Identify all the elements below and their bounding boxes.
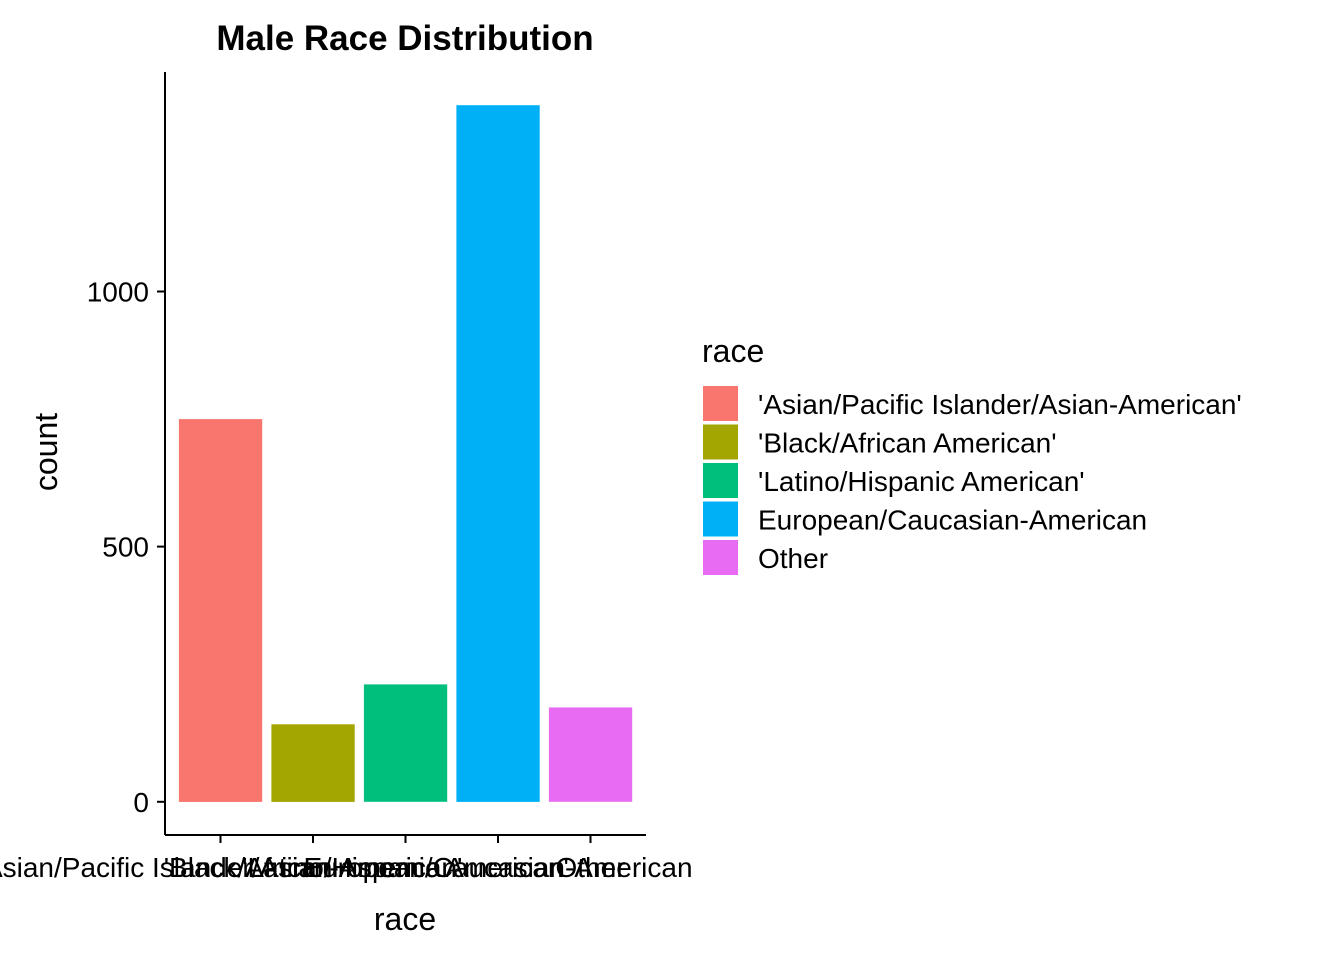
- bar-2: [363, 684, 448, 802]
- legend-swatch-1: [703, 424, 738, 460]
- plot-area: [178, 105, 633, 802]
- legend: race 'Asian/Pacific Islander/Asian-Ameri…: [702, 333, 1242, 575]
- x-tick-label-0: 'Asian/Pacific Islander/Asian-American': [0, 852, 462, 883]
- y-tick-label-0: 0: [133, 787, 149, 818]
- x-tick-label-1: 'Black/African American': [164, 852, 463, 883]
- legend-label-2: 'Latino/Hispanic American': [758, 466, 1085, 497]
- bar-4: [548, 707, 633, 802]
- legend-label-4: Other: [758, 543, 828, 574]
- bar-0: [178, 419, 263, 802]
- legend-label-3: European/Caucasian-American: [758, 505, 1147, 536]
- legend-swatch-0: [703, 386, 738, 421]
- y-axis-ticks: 0 500 1000: [87, 277, 165, 818]
- y-tick-label-2: 1000: [87, 277, 149, 308]
- legend-title: race: [702, 333, 764, 369]
- bar-3: [456, 105, 540, 802]
- legend-swatch-2: [703, 463, 738, 498]
- legend-label-1: 'Black/African American': [758, 428, 1057, 459]
- legend-swatch-3: [703, 501, 738, 537]
- x-tick-label-2: 'Latino/Hispanic American': [242, 852, 569, 883]
- x-axis-ticks: 'Asian/Pacific Islander/Asian-American''…: [0, 835, 693, 883]
- x-axis-title: race: [374, 901, 436, 937]
- bar-1: [271, 724, 355, 802]
- y-axis-title: count: [28, 413, 64, 491]
- legend-swatch-4: [703, 540, 738, 575]
- legend-label-0: 'Asian/Pacific Islander/Asian-American': [758, 389, 1242, 420]
- x-tick-label-4: Other: [555, 852, 625, 883]
- x-tick-label-3: European/Caucasian-American: [303, 852, 692, 883]
- y-tick-label-1: 500: [102, 532, 149, 563]
- chart-title: Male Race Distribution: [216, 19, 593, 58]
